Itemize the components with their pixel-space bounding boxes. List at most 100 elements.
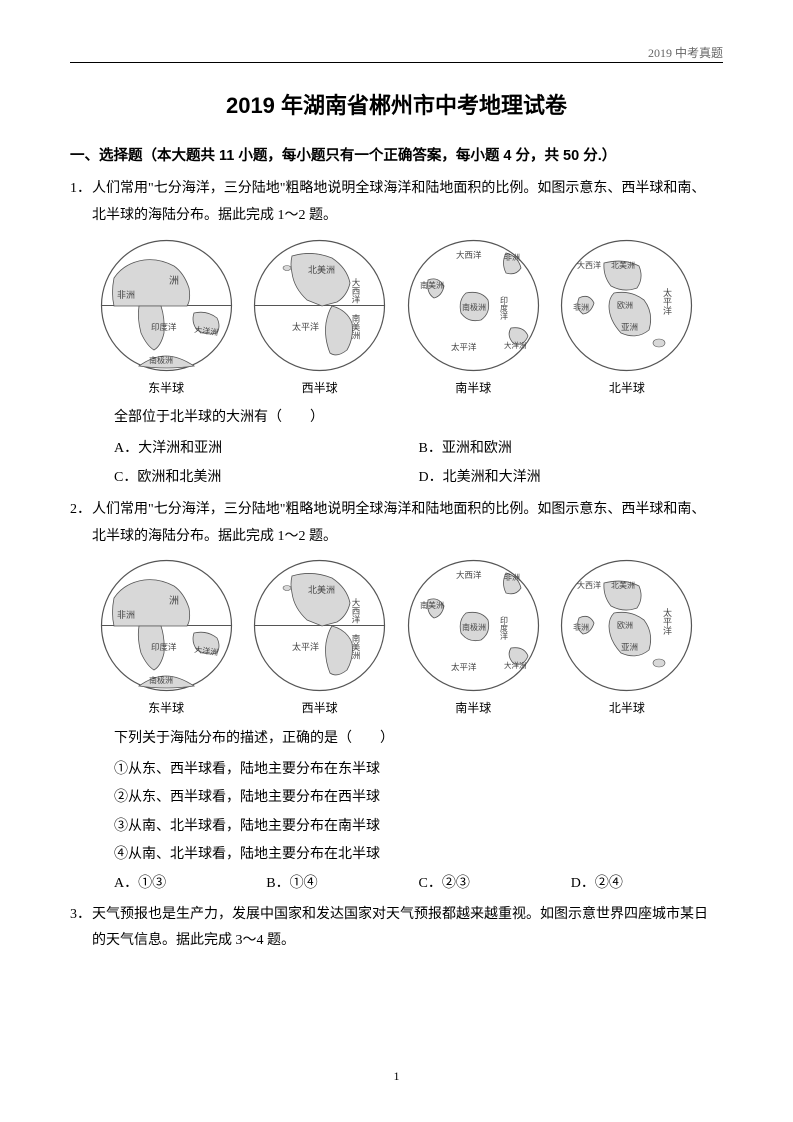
globe-east: 洲 非洲 印度洋 大洋洲 南极洲 东半球: [99, 238, 234, 400]
svg-text:南美洲: 南美洲: [351, 634, 361, 660]
globe-north-caption-2: 北半球: [609, 697, 645, 720]
svg-text:非洲: 非洲: [504, 572, 520, 582]
question-1: 1． 人们常用"七分海洋，三分陆地"粗略地说明全球海洋和陆地面积的比例。如图示意…: [70, 176, 723, 493]
globe-west: 北美洲 大西洋 南美洲 太平洋 西半球: [252, 238, 387, 400]
svg-text:非洲: 非洲: [504, 252, 520, 262]
q1-sub: 全部位于北半球的大洲有（ ）: [114, 405, 723, 432]
q1-number: 1．: [70, 176, 92, 203]
svg-text:欧洲: 欧洲: [617, 620, 633, 630]
svg-text:太平洋: 太平洋: [662, 286, 672, 315]
question-2: 2． 人们常用"七分海洋，三分陆地"粗略地说明全球海洋和陆地面积的比例。如图示意…: [70, 497, 723, 898]
globe-west-caption: 西半球: [302, 377, 338, 400]
svg-text:非洲: 非洲: [117, 289, 135, 300]
globe-north-svg-2: 大西洋 北美洲 太平洋 非洲 欧洲 亚洲: [559, 558, 694, 693]
globe-west-svg-2: 北美洲 大西洋 南美洲 太平洋: [252, 558, 387, 693]
svg-text:亚洲: 亚洲: [621, 642, 638, 652]
q1-globes-row: 洲 非洲 印度洋 大洋洲 南极洲 东半球 北美洲 大西洋 南美洲 太平洋 西半球: [70, 238, 723, 400]
svg-text:大西洋: 大西洋: [351, 277, 361, 304]
svg-text:印度洋: 印度洋: [151, 322, 177, 332]
q1-opt-b: B．亚洲和欧洲: [419, 436, 724, 463]
svg-text:印度洋: 印度洋: [499, 296, 508, 321]
q2-opt-b: B．①④: [266, 871, 418, 898]
exam-title: 2019 年湖南省郴州市中考地理试卷: [70, 85, 723, 127]
q3-text-line2: 的天气信息。据此完成 3～4 题。: [92, 928, 723, 955]
svg-text:南极洲: 南极洲: [149, 675, 173, 685]
q2-options: A．①③ B．①④ C．②③ D．②④: [114, 871, 723, 898]
q1-text-line2: 北半球的海陆分布。据此完成 1～2 题。: [92, 203, 723, 230]
svg-text:非洲: 非洲: [573, 622, 589, 632]
globe-east-svg: 洲 非洲 印度洋 大洋洲 南极洲: [99, 238, 234, 373]
svg-text:洲: 洲: [169, 595, 179, 607]
svg-text:太平洋: 太平洋: [292, 321, 319, 332]
svg-text:大西洋: 大西洋: [577, 580, 601, 590]
globe-west-svg: 北美洲 大西洋 南美洲 太平洋: [252, 238, 387, 373]
svg-text:太平洋: 太平洋: [451, 342, 477, 352]
svg-text:洲: 洲: [169, 275, 179, 287]
svg-text:大西洋: 大西洋: [456, 570, 482, 580]
q1-opt-c: C．欧洲和北美洲: [114, 465, 419, 492]
svg-text:大西洋: 大西洋: [456, 250, 482, 260]
globe-south: 大西洋 非洲 南美洲 南极洲 印度洋 太平洋 大洋洲 南半球: [406, 238, 541, 400]
svg-text:太平洋: 太平洋: [662, 607, 672, 636]
svg-text:北美洲: 北美洲: [308, 264, 335, 275]
globe-east-2: 洲 非洲 印度洋 大洋洲 南极洲 东半球: [99, 558, 234, 720]
q2-sub: 下列关于海陆分布的描述，正确的是（ ）: [114, 726, 723, 753]
q2-s4: ④从南、北半球看，陆地主要分布在北半球: [114, 842, 723, 869]
svg-text:大洋洲: 大洋洲: [504, 660, 527, 670]
globe-east-caption: 东半球: [148, 377, 184, 400]
svg-text:北美洲: 北美洲: [308, 584, 335, 595]
svg-text:南美洲: 南美洲: [420, 600, 444, 610]
globe-south-2: 大西洋 非洲 南美洲 南极洲 印度洋 太平洋 大洋洲 南半球: [406, 558, 541, 720]
globe-west-2: 北美洲 大西洋 南美洲 太平洋 西半球: [252, 558, 387, 720]
svg-text:北美洲: 北美洲: [611, 580, 635, 590]
svg-text:印度洋: 印度洋: [499, 616, 508, 641]
q2-text-line1: 人们常用"七分海洋，三分陆地"粗略地说明全球海洋和陆地面积的比例。如图示意东、西…: [92, 497, 723, 524]
q2-globes-row: 洲 非洲 印度洋 大洋洲 南极洲 东半球 北美洲 大西洋 南美洲 太平洋 西半球: [70, 558, 723, 720]
globe-west-caption-2: 西半球: [302, 697, 338, 720]
q2-number: 2．: [70, 497, 92, 524]
globe-south-svg-2: 大西洋 非洲 南美洲 南极洲 印度洋 太平洋 大洋洲: [406, 558, 541, 693]
q2-s3: ③从南、北半球看，陆地主要分布在南半球: [114, 814, 723, 841]
q1-text-line1: 人们常用"七分海洋，三分陆地"粗略地说明全球海洋和陆地面积的比例。如图示意东、西…: [92, 176, 723, 203]
globe-south-caption: 南半球: [455, 377, 491, 400]
header-divider: [70, 62, 723, 63]
globe-east-svg-2: 洲 非洲 印度洋 大洋洲 南极洲: [99, 558, 234, 693]
svg-text:太平洋: 太平洋: [451, 662, 477, 672]
svg-text:南美洲: 南美洲: [420, 280, 444, 290]
question-3: 3． 天气预报也是生产力，发展中国家和发达国家对天气预报都越来越重视。如图示意世…: [70, 902, 723, 955]
svg-text:大西洋: 大西洋: [351, 598, 361, 625]
svg-text:非洲: 非洲: [573, 302, 589, 312]
q2-opt-a: A．①③: [114, 871, 266, 898]
svg-text:亚洲: 亚洲: [621, 322, 638, 332]
q1-opt-d: D．北美洲和大洋洲: [419, 465, 724, 492]
q2-opt-c: C．②③: [419, 871, 571, 898]
globe-north-caption: 北半球: [609, 377, 645, 400]
svg-text:大洋洲: 大洋洲: [504, 340, 527, 350]
q1-options: A．大洋洲和亚洲 B．亚洲和欧洲 C．欧洲和北美洲 D．北美洲和大洋洲: [114, 436, 723, 493]
svg-text:太平洋: 太平洋: [292, 641, 319, 652]
globe-north-2: 大西洋 北美洲 太平洋 非洲 欧洲 亚洲 北半球: [559, 558, 694, 720]
svg-text:北美洲: 北美洲: [611, 260, 635, 270]
page-number: 1: [0, 1065, 793, 1088]
q3-text-line1: 天气预报也是生产力，发展中国家和发达国家对天气预报都越来越重视。如图示意世界四座…: [92, 902, 723, 929]
svg-text:南极洲: 南极洲: [462, 302, 486, 312]
svg-text:非洲: 非洲: [117, 609, 135, 620]
svg-text:大西洋: 大西洋: [577, 260, 601, 270]
globe-north-svg: 大西洋 北美洲 太平洋 非洲 欧洲 亚洲: [559, 238, 694, 373]
svg-text:南极洲: 南极洲: [462, 622, 486, 632]
svg-text:南极洲: 南极洲: [149, 355, 173, 365]
q2-s2: ②从东、西半球看，陆地主要分布在西半球: [114, 785, 723, 812]
q2-text-line2: 北半球的海陆分布。据此完成 1～2 题。: [92, 524, 723, 551]
svg-text:印度洋: 印度洋: [151, 642, 177, 652]
q2-opt-d: D．②④: [571, 871, 723, 898]
q1-opt-a: A．大洋洲和亚洲: [114, 436, 419, 463]
section-1-heading: 一、选择题（本大题共 11 小题，每小题只有一个正确答案，每小题 4 分，共 5…: [70, 143, 723, 171]
globe-east-caption-2: 东半球: [148, 697, 184, 720]
globe-south-caption-2: 南半球: [455, 697, 491, 720]
globe-north: 大西洋 北美洲 太平洋 非洲 欧洲 亚洲 北半球: [559, 238, 694, 400]
globe-south-svg: 大西洋 非洲 南美洲 南极洲 印度洋 太平洋 大洋洲: [406, 238, 541, 373]
q2-s1: ①从东、西半球看，陆地主要分布在东半球: [114, 757, 723, 784]
svg-text:欧洲: 欧洲: [617, 300, 633, 310]
svg-text:南美洲: 南美洲: [351, 313, 361, 339]
q3-number: 3．: [70, 902, 92, 929]
